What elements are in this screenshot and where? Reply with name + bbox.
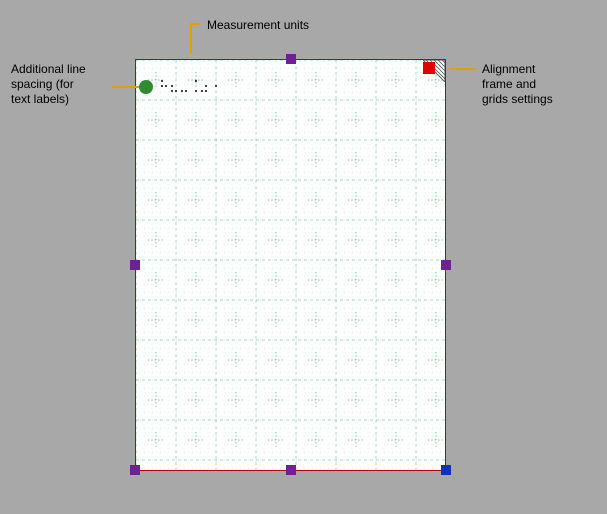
resize-handle[interactable] bbox=[441, 260, 451, 270]
line-spacing-button[interactable] bbox=[139, 80, 153, 94]
braille-canvas-page bbox=[135, 59, 446, 471]
canvas-grid bbox=[136, 60, 447, 472]
resize-handle[interactable] bbox=[130, 465, 140, 475]
alignment-settings-button[interactable] bbox=[423, 60, 445, 82]
diagram-stage: Measurement units Additional line spacin… bbox=[0, 0, 607, 514]
resize-handle[interactable] bbox=[286, 465, 296, 475]
label-alignment-settings: Alignment frame and grids settings bbox=[482, 62, 553, 107]
resize-handle[interactable] bbox=[286, 54, 296, 64]
resize-handle[interactable] bbox=[130, 260, 140, 270]
label-line-spacing: Additional line spacing (for text labels… bbox=[11, 62, 86, 107]
label-measurement-units: Measurement units bbox=[207, 18, 309, 33]
resize-handle[interactable] bbox=[441, 465, 451, 475]
